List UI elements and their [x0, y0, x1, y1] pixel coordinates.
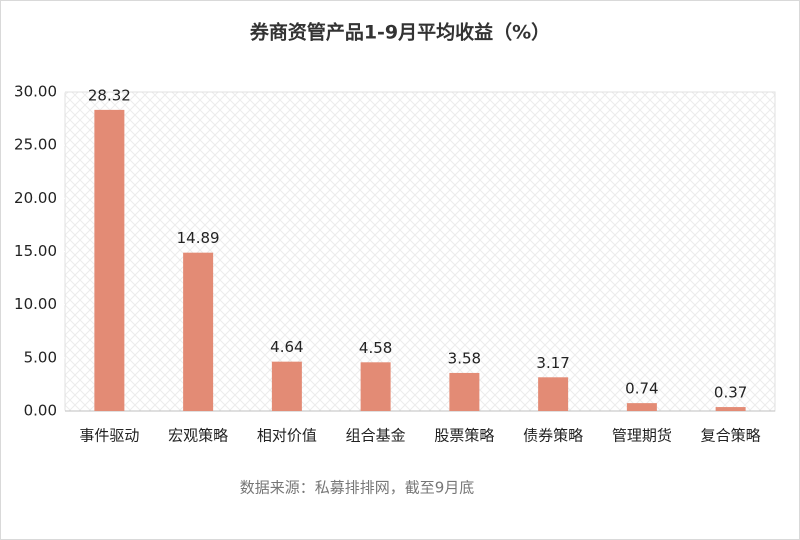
- y-tick-label: 25.00: [14, 136, 57, 154]
- y-tick-label: 30.00: [14, 83, 57, 101]
- chart-title: 券商资管产品1-9月平均收益（%）: [249, 21, 550, 44]
- bar: [360, 362, 391, 411]
- x-tick-label: 复合策略: [701, 427, 761, 445]
- x-tick-label: 组合基金: [346, 427, 406, 445]
- value-label: 0.74: [625, 380, 658, 398]
- value-label: 4.64: [270, 338, 303, 356]
- y-tick-label: 0.00: [24, 402, 57, 420]
- value-label: 14.89: [177, 229, 220, 247]
- value-label: 3.58: [448, 349, 481, 367]
- value-label: 3.17: [536, 354, 569, 372]
- x-tick-label: 宏观策略: [168, 427, 228, 445]
- y-tick-label: 10.00: [14, 295, 57, 313]
- x-tick-label: 事件驱动: [79, 427, 139, 445]
- bar: [715, 407, 746, 411]
- x-tick-label: 债券策略: [523, 427, 583, 445]
- x-tick-label: 股票策略: [434, 427, 494, 445]
- bar: [538, 377, 569, 411]
- source-note: 数据来源：私募排排网，截至9月底: [240, 479, 475, 497]
- bar: [94, 109, 125, 411]
- x-tick-label: 相对价值: [257, 427, 317, 445]
- y-tick-label: 15.00: [14, 242, 57, 260]
- bar: [183, 252, 214, 411]
- y-tick-label: 20.00: [14, 189, 57, 207]
- plot-area: [64, 91, 776, 412]
- value-label: 4.58: [359, 339, 392, 357]
- value-label: 28.32: [88, 86, 131, 104]
- bar: [449, 372, 480, 411]
- bar: [626, 403, 657, 411]
- bar: [271, 361, 302, 411]
- value-label: 0.37: [714, 384, 747, 402]
- y-tick-label: 5.00: [24, 348, 57, 366]
- x-tick-label: 管理期货: [612, 427, 672, 445]
